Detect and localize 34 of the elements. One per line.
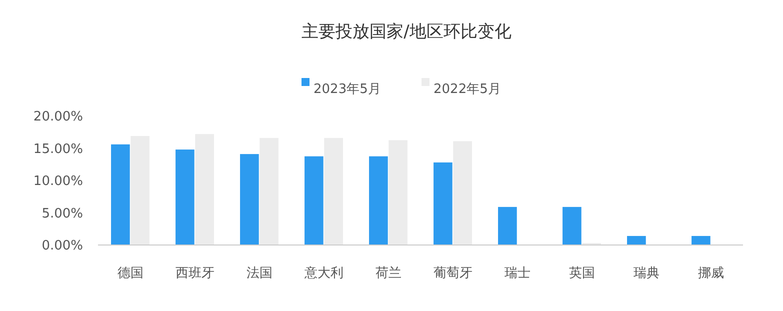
bar (434, 162, 452, 245)
x-tick-label: 西班牙 (175, 266, 214, 281)
x-tick-label: 英国 (568, 266, 595, 281)
x-tick-label: 挪威 (698, 266, 724, 281)
bar (111, 144, 130, 245)
bar (260, 138, 278, 245)
x-tick-label: 葡萄牙 (433, 266, 472, 281)
x-tick-label: 瑞典 (633, 266, 660, 281)
bar (562, 206, 582, 245)
bar (453, 141, 472, 245)
bar (176, 150, 194, 245)
legend-label: 2022年5月 (434, 82, 501, 97)
x-tick-label: 瑞士 (504, 266, 530, 281)
x-tick-label: 德国 (117, 266, 144, 281)
bar (240, 154, 259, 245)
bar (130, 136, 150, 245)
y-tick-label: 10.00% (33, 174, 83, 190)
y-tick-label: 20.00% (33, 110, 83, 125)
y-tick-label: 5.00% (42, 206, 83, 222)
bar (195, 134, 214, 245)
bar (498, 206, 517, 245)
x-tick-label: 意大利 (303, 266, 344, 281)
y-tick-label: 15.00% (33, 142, 83, 157)
chart-title: 主要投放国家/地区环比变化 (302, 22, 512, 42)
bar (324, 138, 343, 245)
bar (304, 156, 324, 245)
bar (388, 140, 408, 245)
x-tick-label: 荷兰 (375, 266, 402, 281)
bar (692, 236, 710, 245)
bar (369, 156, 388, 245)
x-tick-label: 法国 (246, 266, 272, 281)
y-tick-label: 0.00% (42, 238, 83, 254)
bar (627, 236, 646, 245)
legend-label: 2023年5月 (314, 82, 381, 97)
